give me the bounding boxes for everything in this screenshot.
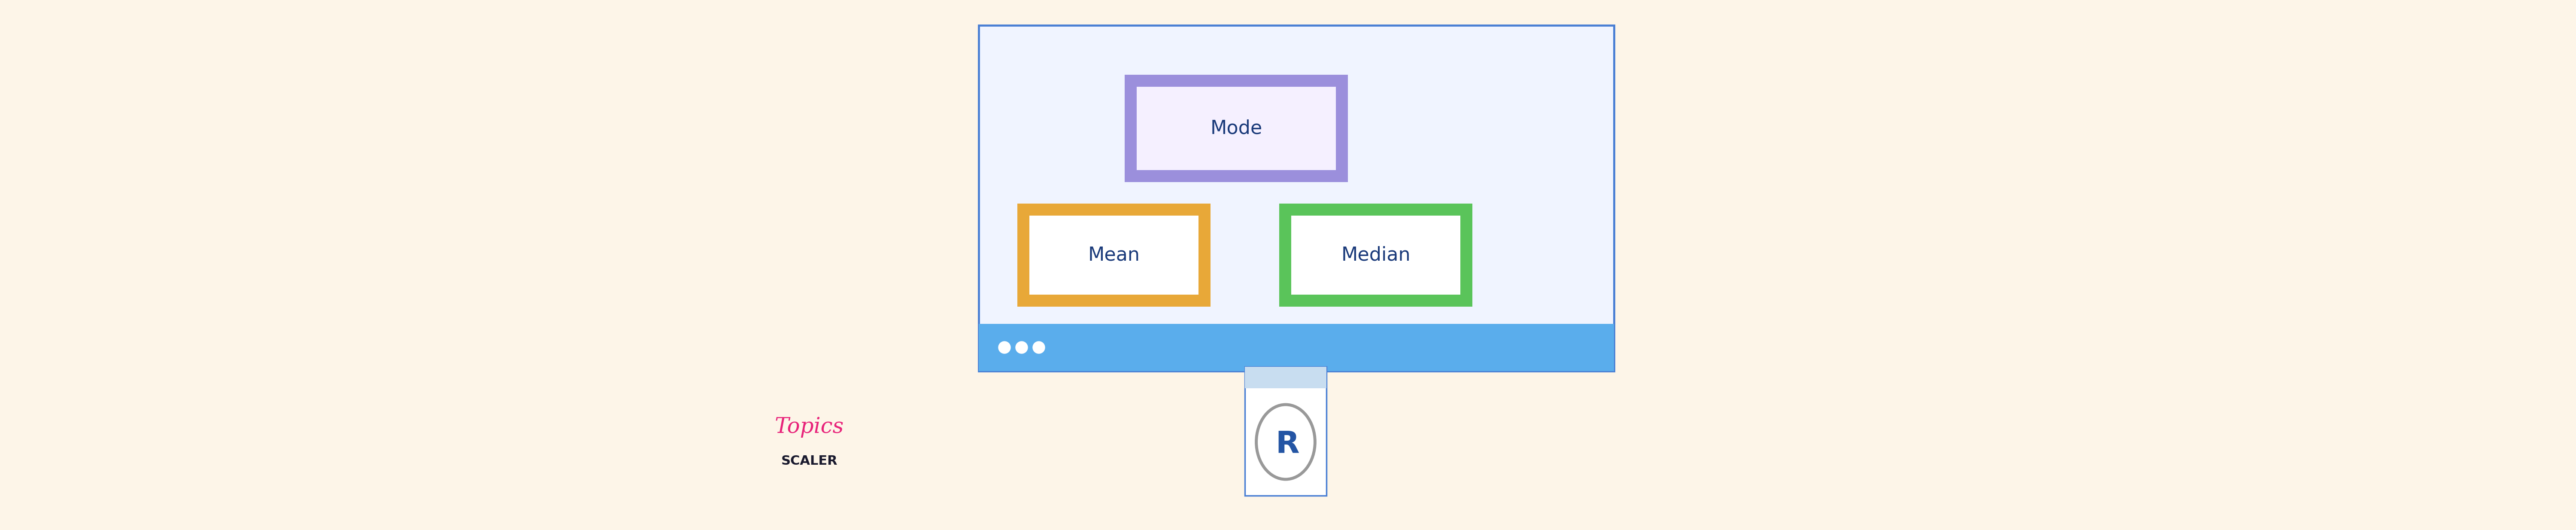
FancyBboxPatch shape [979, 25, 1615, 371]
Text: SCALER: SCALER [781, 455, 837, 467]
Text: R: R [1275, 430, 1298, 460]
Circle shape [1015, 341, 1028, 354]
Circle shape [999, 341, 1010, 354]
FancyBboxPatch shape [1136, 87, 1337, 170]
FancyBboxPatch shape [1126, 75, 1347, 182]
Text: Topics: Topics [775, 416, 845, 438]
Text: Median: Median [1342, 246, 1412, 264]
Circle shape [1033, 341, 1046, 354]
FancyBboxPatch shape [1018, 204, 1211, 307]
FancyBboxPatch shape [1244, 367, 1327, 496]
FancyBboxPatch shape [1030, 216, 1198, 295]
Text: Mean: Mean [1087, 246, 1141, 264]
FancyBboxPatch shape [979, 324, 1615, 371]
FancyBboxPatch shape [1291, 216, 1461, 295]
Text: Mode: Mode [1211, 119, 1262, 138]
FancyBboxPatch shape [1244, 367, 1327, 388]
FancyBboxPatch shape [1280, 204, 1473, 307]
